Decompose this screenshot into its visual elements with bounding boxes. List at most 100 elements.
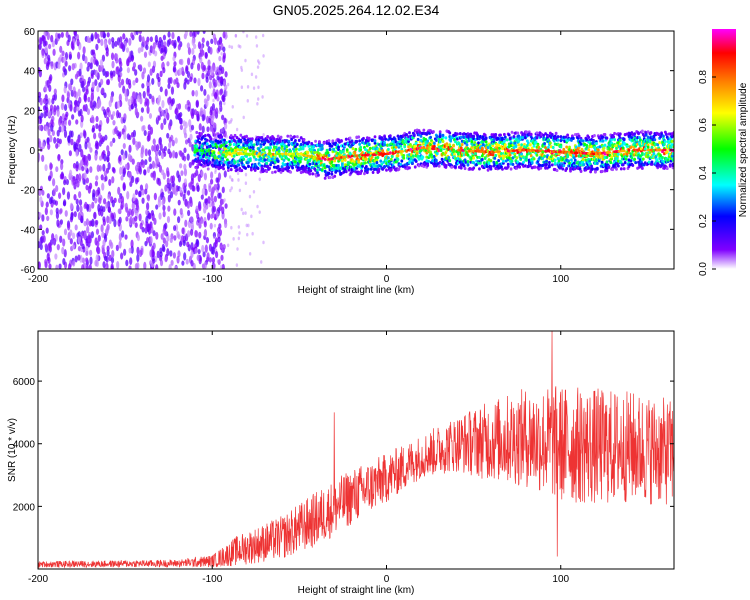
heatmap-cell [222,55,226,63]
heatmap-cell [220,135,224,139]
heatmap-cell [75,198,79,205]
heatmap-cell [76,180,80,188]
heatmap-cell [172,67,177,73]
heatmap-cell [454,140,457,144]
heatmap-cell [220,128,224,133]
heatmap-cell [132,193,136,202]
heatmap-cell [419,134,423,138]
heatmap-cell [91,49,96,55]
heatmap-cell [205,142,209,146]
heatmap-cell [58,138,62,145]
heatmap-cell [160,55,164,61]
heatmap-cell [617,164,620,168]
heatmap-cell [132,91,136,98]
heatmap-cell [42,97,47,105]
heatmap-cell [96,240,100,247]
heatmap-cell [650,146,654,150]
heatmap-cell [482,161,486,165]
heatmap-cell [183,252,187,261]
heatmap-cell [240,65,243,70]
heatmap-cell [222,163,225,167]
heatmap-cell [311,172,315,176]
heatmap-cell [535,153,539,157]
heatmap-cell [233,133,237,138]
heatmap-cell [168,264,172,269]
heatmap-cell [246,99,249,103]
heatmap-cell [613,131,616,136]
heatmap-cell [190,221,195,230]
heatmap-cell [316,170,319,175]
heatmap-cell [657,163,661,167]
heatmap-cell [63,129,68,139]
heatmap-cell [76,38,80,47]
heatmap-cell [107,193,111,200]
heatmap-cell [89,166,93,173]
heatmap-cell [379,159,383,163]
heatmap-cell [182,182,186,190]
heatmap-cell [494,153,498,158]
heatmap-cell [231,105,234,109]
heatmap-cell [309,169,313,173]
heatmap-cell [228,142,232,147]
heatmap-cell [205,138,209,142]
heatmap-cell [355,139,359,144]
heatmap-cell [148,155,152,163]
heatmap-cell [239,133,243,137]
heatmap-cell [561,167,565,171]
heatmap-cell [257,85,260,90]
heatmap-cell [212,33,215,37]
heatmap-cell [213,223,217,228]
heatmap-cell [200,170,204,177]
heatmap-cell [129,181,133,187]
heatmap-cell [254,35,258,39]
heatmap-cell [141,160,145,169]
heatmap-cell [362,136,365,141]
heatmap-cell [273,170,277,174]
heatmap-cell [466,163,470,167]
heatmap-cell [478,167,481,171]
heatmap-cell [156,250,160,259]
heatmap-cell [254,75,258,79]
heatmap-cell [55,207,59,214]
heatmap-cell [85,184,89,191]
heatmap-cell [86,136,90,143]
heatmap-cell [217,172,222,181]
heatmap-cell [303,144,307,148]
heatmap-cell [358,142,362,146]
heatmap-cell [110,256,115,264]
heatmap-cell [550,153,554,157]
heatmap-cell [225,34,228,39]
heatmap-cell [295,147,298,151]
heatmap-cell [590,164,593,168]
heatmap-cell [102,108,107,116]
heatmap-cell [489,159,493,163]
heatmap-cell [186,241,190,248]
heatmap-cell [109,70,114,76]
heatmap-cell [68,263,72,269]
heatmap-cell [565,145,569,149]
heatmap-cell [444,136,448,140]
heatmap-cell [466,159,470,164]
heatmap-cell [268,166,271,170]
heatmap-cell [79,205,83,213]
heatmap-cell [157,199,161,208]
heatmap-cell [62,56,67,63]
heatmap-cell [135,77,139,83]
heatmap-cell [162,210,166,218]
heatmap-cell [322,141,326,145]
heatmap-cell [620,143,624,148]
heatmap-cell [529,154,533,158]
heatmap-cell [214,66,217,71]
heatmap-cell [200,61,205,70]
heatmap-cell [213,122,217,129]
heatmap-cell [265,169,269,174]
heatmap-cell [164,88,168,97]
heatmap-cell [254,157,258,162]
heatmap-cell [572,161,576,165]
heatmap-cell [269,145,272,150]
heatmap-cell [499,133,502,137]
heatmap-cell [203,229,208,237]
heatmap-cell [215,177,219,183]
heatmap-cell [323,157,327,161]
heatmap-cell [573,151,579,155]
